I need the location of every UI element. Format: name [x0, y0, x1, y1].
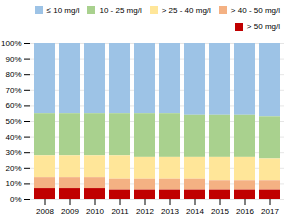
- svg-text:50%: 50%: [5, 117, 21, 126]
- svg-text:2014: 2014: [186, 207, 204, 216]
- svg-text:70%: 70%: [5, 86, 21, 95]
- svg-text:2017: 2017: [261, 207, 279, 216]
- svg-text:20%: 20%: [5, 164, 21, 173]
- svg-text:80%: 80%: [5, 70, 21, 79]
- svg-text:2009: 2009: [61, 207, 79, 216]
- html-text:> 50 mg/l: > 50 mg/l: [246, 22, 280, 32]
- html-text:> 25 - 40 mg/l: > 25 - 40 mg/l: [161, 5, 211, 15]
- html-text:10 - 25 mg/l: 10 - 25 mg/l: [99, 5, 142, 15]
- svg-text:2012: 2012: [136, 207, 154, 216]
- svg-text:40%: 40%: [5, 133, 21, 142]
- svg-text:2010: 2010: [86, 207, 104, 216]
- svg-text:2016: 2016: [236, 207, 254, 216]
- svg-text:2013: 2013: [161, 207, 179, 216]
- svg-text:2008: 2008: [36, 207, 54, 216]
- svg-text:30%: 30%: [5, 148, 21, 157]
- svg-text:10%: 10%: [5, 179, 21, 188]
- svg-text:100%: 100%: [1, 39, 21, 48]
- svg-text:0%: 0%: [10, 195, 22, 204]
- svg-text:2011: 2011: [111, 207, 129, 216]
- svg-text:90%: 90%: [5, 55, 21, 64]
- html-text:≤ 10 mg/l: ≤ 10 mg/l: [46, 5, 80, 15]
- svg-text:60%: 60%: [5, 101, 21, 110]
- svg-text:2015: 2015: [211, 207, 229, 216]
- html-text:> 40 - 50 mg/l: > 40 - 50 mg/l: [230, 5, 280, 15]
